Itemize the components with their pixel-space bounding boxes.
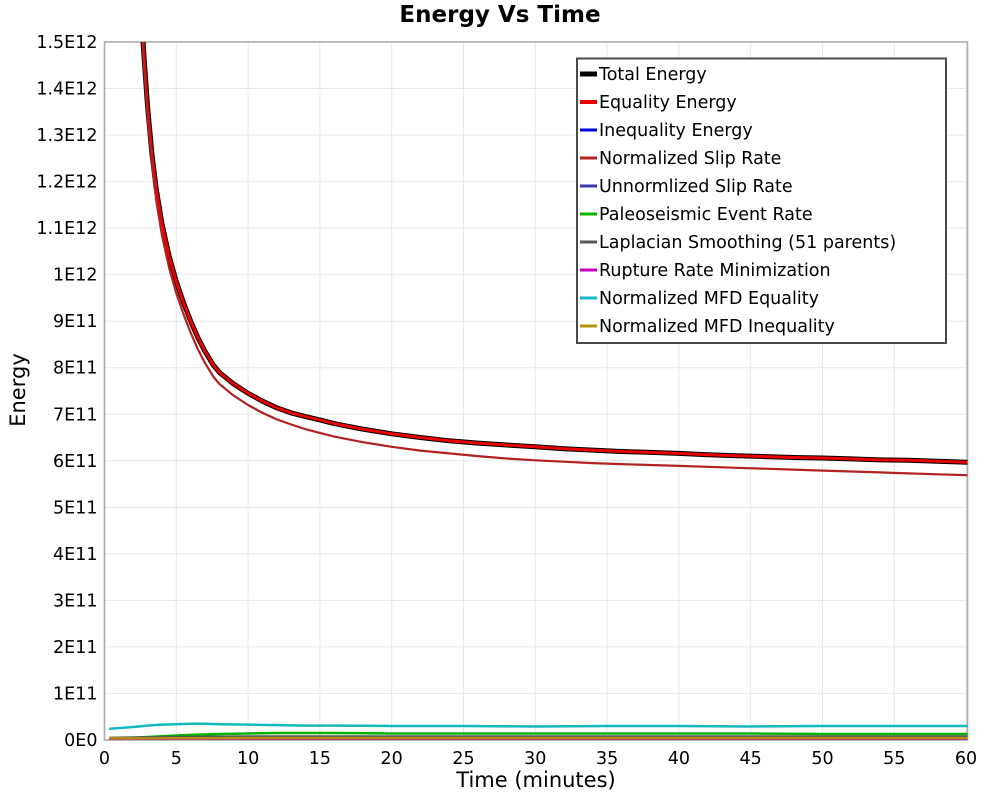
- x-tick-label: 25: [452, 749, 474, 769]
- y-tick-label: 1.3E12: [36, 126, 97, 146]
- y-tick-label: 1.2E12: [36, 173, 97, 193]
- legend-item: Rupture Rate Minimization: [580, 261, 831, 281]
- y-tick-label: 1.5E12: [36, 33, 97, 53]
- legend-item: Equality Energy: [580, 93, 737, 113]
- x-axis-title: Time (minutes): [456, 768, 616, 792]
- y-axis-title: Energy: [6, 353, 30, 427]
- x-tick-label: 30: [524, 749, 546, 769]
- y-tick-label: 3E11: [53, 591, 97, 611]
- legend-label: Paleoseismic Event Rate: [599, 205, 813, 225]
- series-line-laplacian-smoothing: [109, 735, 968, 739]
- y-tick-label: 0E0: [64, 731, 97, 751]
- legend-label: Total Energy: [598, 65, 707, 85]
- y-tick-label: 1E11: [53, 684, 97, 704]
- x-tick-label: 50: [811, 749, 833, 769]
- y-tick-label: 4E11: [53, 545, 97, 565]
- x-tick-label: 55: [883, 749, 905, 769]
- legend-item: Normalized MFD Equality: [580, 289, 819, 309]
- legend-label: Normalized MFD Equality: [599, 289, 819, 309]
- series-line-normalized-slip-rate: [141, 42, 968, 477]
- legend-label: Rupture Rate Minimization: [599, 261, 831, 281]
- chart-title: Energy Vs Time: [399, 2, 601, 28]
- y-tick-label: 2E11: [53, 638, 97, 658]
- y-tick-label: 1E12: [53, 266, 97, 286]
- series-line-equality-energy: [141, 42, 968, 464]
- x-tick-label: 60: [955, 749, 977, 769]
- x-tick-label: 0: [99, 749, 110, 769]
- series-line-normalized-mfd-equality: [108, 722, 968, 731]
- x-tick-label: 20: [381, 749, 403, 769]
- y-tick-label: 1.1E12: [36, 219, 97, 239]
- legend-item: Laplacian Smoothing (51 parents): [580, 233, 896, 253]
- legend-item: Total Energy: [580, 65, 707, 85]
- legend-label: Laplacian Smoothing (51 parents): [599, 233, 896, 253]
- y-tick-label: 6E11: [53, 452, 97, 472]
- x-tick-label: 35: [596, 749, 618, 769]
- y-tick-label: 8E11: [53, 359, 97, 379]
- legend-item: Normalized MFD Inequality: [580, 317, 835, 337]
- legend-label: Inequality Energy: [599, 121, 753, 141]
- y-tick-label: 1.4E12: [36, 80, 97, 100]
- y-tick-label: 9E11: [53, 312, 97, 332]
- legend-item: Normalized Slip Rate: [580, 149, 781, 169]
- x-tick-label: 10: [237, 749, 259, 769]
- legend: Total Energy Equality Energy Inequality En…: [576, 57, 947, 344]
- x-tick-label: 40: [668, 749, 690, 769]
- legend-item: Paleoseismic Event Rate: [580, 205, 813, 225]
- y-tick-label: 5E11: [53, 498, 97, 518]
- legend-label: Unnormlized Slip Rate: [599, 177, 793, 197]
- legend-label: Normalized Slip Rate: [599, 149, 781, 169]
- legend-item: Inequality Energy: [580, 121, 753, 141]
- legend-label: Normalized MFD Inequality: [599, 317, 835, 337]
- y-tick-label: 7E11: [53, 405, 97, 425]
- legend-item: Unnormlized Slip Rate: [580, 177, 793, 197]
- series-line-paleoseismic-event-rate: [108, 731, 968, 740]
- x-tick-label: 5: [171, 749, 182, 769]
- x-tick-label: 45: [740, 749, 762, 769]
- legend-label: Equality Energy: [599, 93, 737, 113]
- x-tick-label: 15: [309, 749, 331, 769]
- legend-box: [576, 57, 947, 344]
